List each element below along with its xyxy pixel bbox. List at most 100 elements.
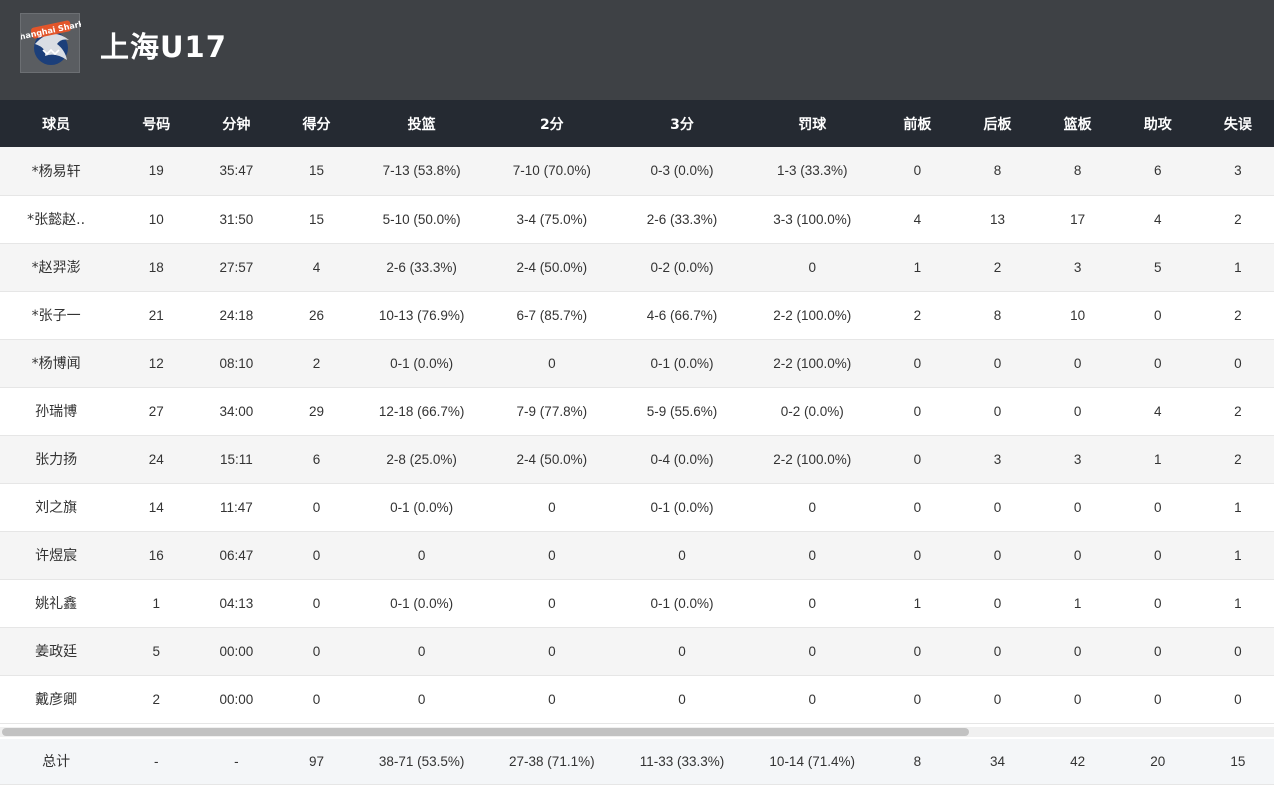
box-score-table-wrap[interactable]: 球员 号码 分钟 得分 投篮 2分 3分 罚球 前板 后板 篮板 助攻 失误 *杨易轩 19 35:47 15…: [0, 100, 1274, 724]
table-row[interactable]: *赵羿澎 18 27:57 4 2-6 (33.3%) 2-4 (50.0%) 0-2 (0…: [0, 243, 1274, 291]
cell-ast: 0: [1153, 355, 1162, 371]
cell-tov: 2: [1234, 451, 1242, 467]
column-header-points[interactable]: 得分: [302, 116, 331, 133]
cell-reb: 0: [1073, 499, 1082, 515]
horizontal-scrollbar[interactable]: [0, 727, 1274, 737]
column-header-reb[interactable]: 篮板: [1063, 116, 1092, 133]
cell-oreb: 0: [913, 355, 922, 371]
totals-row-container: 总计 - - 97 38-71 (53.5%) 27-38 (71.1%) 11-33 (3…: [0, 739, 1274, 784]
table-row[interactable]: 张力扬 24 15:11 6 2-8 (25.0%) 2-4 (50.0%) 0-4 (0.…: [0, 435, 1274, 483]
total-cell-reb: 42: [1070, 753, 1086, 769]
column-header-two-pt[interactable]: 2分: [539, 116, 564, 133]
cell-three-pt: 0: [678, 643, 686, 659]
table-row[interactable]: 姚礼鑫 1 04:13 0 0-1 (0.0%) 0 0-1 (0.0%) 0 1 0 1 0 1: [0, 579, 1274, 627]
cell-dreb: 2: [993, 259, 1002, 275]
cell-two-pt: 6-7 (85.7%): [516, 307, 588, 323]
cell-fg: 0: [417, 643, 426, 659]
table-row[interactable]: 刘之旗 14 11:47 0 0-1 (0.0%) 0 0-1 (0.0%) 0 0 0 0 0 1: [0, 483, 1274, 531]
cell-player[interactable]: 许煜宸: [35, 548, 78, 564]
cell-tov: 2: [1234, 307, 1242, 323]
cell-player[interactable]: 姚礼鑫: [35, 596, 78, 612]
cell-fg: 7-13 (53.8%): [382, 163, 461, 179]
cell-number: 14: [148, 499, 164, 515]
cell-player[interactable]: *张子一: [31, 308, 81, 324]
cell-number: 19: [148, 163, 164, 179]
cell-reb: 3: [1073, 451, 1082, 467]
cell-ft: 1-3 (33.3%): [776, 163, 848, 179]
cell-reb: 8: [1073, 163, 1082, 179]
total-cell-three-pt: 11-33 (33.3%): [639, 753, 725, 769]
cell-player[interactable]: 戴彦卿: [35, 692, 78, 708]
team-logo: Shanghai Sharks: [13, 13, 90, 73]
cell-tov: 1: [1234, 259, 1242, 275]
column-header-player[interactable]: 球员: [42, 116, 71, 133]
column-header-number[interactable]: 号码: [142, 116, 171, 133]
cell-oreb: 0: [913, 691, 922, 707]
table-row[interactable]: *杨博闻 12 08:10 2 0-1 (0.0%) 0 0-1 (0.0%) 2-2 (10…: [0, 339, 1274, 387]
cell-player[interactable]: *杨博闻: [31, 356, 81, 372]
cell-number: 2: [152, 691, 160, 707]
cell-fg: 0: [417, 691, 426, 707]
cell-three-pt: 0: [678, 691, 686, 707]
cell-points: 6: [312, 451, 321, 467]
cell-three-pt: 0-3 (0.0%): [650, 163, 714, 179]
table-row[interactable]: *张子一 21 24:18 26 10-13 (76.9%) 6-7 (85.7%) 4-6…: [0, 291, 1274, 339]
cell-tov: 1: [1234, 499, 1242, 515]
column-header-ft[interactable]: 罚球: [798, 116, 827, 133]
cell-number: 16: [148, 547, 164, 563]
cell-tov: 3: [1234, 163, 1242, 179]
cell-player[interactable]: 刘之旗: [35, 500, 78, 516]
shark-logo-icon: Shanghai Sharks: [13, 18, 90, 65]
column-header-three-pt[interactable]: 3分: [670, 116, 694, 133]
cell-two-pt: 0: [548, 547, 556, 563]
column-header-minutes[interactable]: 分钟: [222, 116, 251, 133]
cell-two-pt: 7-9 (77.8%): [516, 403, 588, 419]
cell-fg: 2-8 (25.0%): [386, 451, 457, 467]
cell-player[interactable]: *杨易轩: [31, 163, 81, 180]
cell-three-pt: 0-1 (0.0%): [650, 595, 714, 611]
cell-number: 24: [148, 451, 164, 467]
cell-player[interactable]: 张力扬: [35, 452, 78, 468]
column-header-tov[interactable]: 失误: [1223, 116, 1252, 133]
cell-ast: 4: [1153, 403, 1162, 419]
cell-ft: 2-2 (100.0%): [773, 355, 852, 371]
table-row[interactable]: *杨易轩 19 35:47 15 7-13 (53.8%) 7-10 (70.0%) 0-3…: [0, 147, 1274, 195]
cell-reb: 17: [1070, 211, 1086, 227]
cell-reb: 0: [1073, 355, 1082, 371]
total-cell-two-pt: 27-38 (71.1%): [509, 753, 595, 769]
cell-player[interactable]: 姜政廷: [35, 644, 78, 660]
cell-ast: 0: [1153, 643, 1162, 659]
cell-ft: 0: [808, 595, 816, 611]
column-header-oreb[interactable]: 前板: [903, 116, 932, 133]
cell-minutes: 06:47: [219, 547, 254, 563]
table-row[interactable]: 姜政廷 5 00:00 0 0 0 0 0 0 0 0 0 0: [0, 627, 1274, 675]
cell-oreb: 0: [913, 451, 922, 467]
cell-tov: 2: [1234, 403, 1242, 419]
cell-dreb: 0: [993, 403, 1002, 419]
cell-number: 21: [148, 307, 164, 323]
cell-minutes: 00:00: [219, 691, 254, 707]
cell-dreb: 0: [993, 499, 1002, 515]
cell-ast: 0: [1153, 595, 1162, 611]
cell-fg: 2-6 (33.3%): [386, 259, 457, 275]
cell-ast: 0: [1153, 499, 1162, 515]
cell-fg: 12-18 (66.7%): [378, 403, 465, 419]
table-row[interactable]: 戴彦卿 2 00:00 0 0 0 0 0 0 0 0 0 0: [0, 675, 1274, 723]
column-header-dreb[interactable]: 后板: [983, 116, 1012, 133]
column-header-ast[interactable]: 助攻: [1143, 116, 1172, 133]
column-header-fg[interactable]: 投篮: [407, 116, 436, 133]
cell-three-pt: 4-6 (66.7%): [646, 307, 718, 323]
cell-two-pt: 7-10 (70.0%): [512, 163, 591, 179]
cell-reb: 10: [1070, 307, 1086, 323]
cell-dreb: 8: [993, 163, 1002, 179]
cell-player[interactable]: *赵羿澎: [31, 260, 81, 276]
cell-fg: 0-1 (0.0%): [390, 355, 454, 371]
cell-dreb: 0: [993, 643, 1002, 659]
table-row[interactable]: *张懿赵.. 10 31:50 15 5-10 (50.0%) 3-4 (75.0%) 2-…: [0, 195, 1274, 243]
table-row[interactable]: 许煜宸 16 06:47 0 0 0 0 0 0 0 0 0 1: [0, 531, 1274, 579]
cell-player[interactable]: 孙瑞博: [35, 404, 78, 420]
cell-player[interactable]: *张懿赵..: [27, 212, 86, 228]
table-row[interactable]: 孙瑞博 27 34:00 29 12-18 (66.7%) 7-9 (77.8%) 5-9 …: [0, 387, 1274, 435]
scrollbar-thumb[interactable]: [2, 728, 969, 736]
cell-oreb: 2: [913, 307, 922, 323]
